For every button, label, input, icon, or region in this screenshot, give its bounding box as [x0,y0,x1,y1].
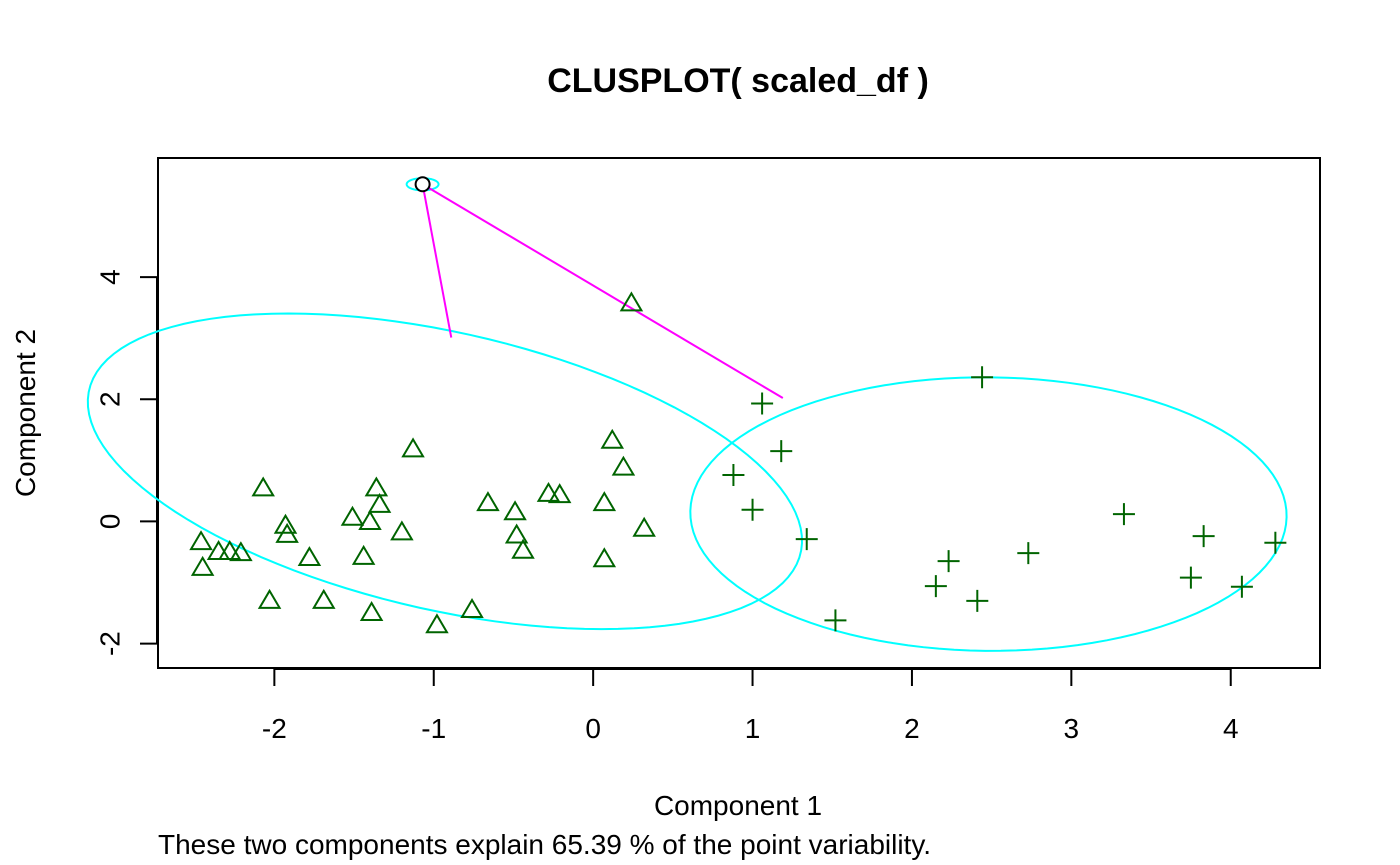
x-tick-label: -2 [262,713,287,744]
cluster-distance-lines [421,183,784,399]
plus-point [751,392,774,415]
x-tick-label: 3 [1064,713,1080,744]
triangle-point [592,491,617,512]
triangle-point [592,547,617,568]
cluster-ellipse [86,312,803,631]
circle-point [414,176,431,193]
y-tick-label: 2 [95,391,126,407]
plus-point [1112,503,1135,526]
distance-line [422,183,784,399]
triangle-point [359,601,384,622]
x-tick-label: 1 [745,713,761,744]
plus-point [1179,566,1202,589]
cluster-ellipses [86,177,1288,652]
y-axis-label: Component 2 [10,329,41,497]
plus-point [1264,531,1287,554]
triangle-point [297,546,322,567]
plus-point [1017,542,1040,565]
y-tick-label: -2 [95,631,126,656]
data-points [189,176,1287,634]
plot-frame [157,157,1321,669]
triangle-point [536,481,561,502]
triangle-point [312,588,336,609]
plus-point [966,589,989,612]
triangle-point [189,530,213,551]
triangle-point [367,492,392,513]
plus-point [971,366,994,389]
triangle-point [275,522,299,543]
triangle-point [340,505,365,526]
triangle-point [273,513,298,534]
variability-subtitle: These two components explain 65.39 % of … [158,829,931,860]
triangle-point [390,520,414,541]
triangle-point [257,588,282,609]
x-tick-label: 4 [1223,713,1239,744]
triangle-point [401,437,425,458]
triangle-point [217,539,242,560]
x-tick-label: 2 [904,713,920,744]
triangle-point [619,291,644,312]
plus-point [741,498,764,521]
plus-point [795,528,818,551]
triangle-point [425,613,449,634]
plus-point [937,550,960,573]
plus-point [924,575,947,598]
triangle-point [190,555,215,576]
triangle-point [364,476,389,497]
plus-point [824,609,847,632]
y-tick-label: 4 [95,269,126,285]
triangle-point [504,523,529,544]
triangle-point [251,476,275,497]
plus-point [1230,575,1253,598]
plus-point [1192,525,1215,548]
x-axis: -2 -1 0 1 2 3 4 [262,668,1239,744]
triangle-point [503,500,527,521]
x-axis-label: Component 1 [654,790,822,821]
x-tick-label: -1 [421,713,446,744]
triangle-point [476,491,500,512]
cluster-ellipse [689,376,1288,652]
triangle-point [229,541,253,562]
y-axis: -2 0 2 4 [95,269,158,656]
triangle-point [351,544,376,565]
triangle-point [358,510,382,531]
triangle-point [511,538,535,559]
triangle-point [460,598,484,618]
plus-point [770,440,793,463]
x-tick-label: 0 [585,713,601,744]
triangle-point [632,516,656,537]
distance-line [421,184,453,338]
y-tick-label: 0 [95,514,126,530]
triangle-point [611,455,636,476]
triangle-point [600,428,625,449]
chart-title: CLUSPLOT( scaled_df ) [547,62,929,100]
plus-point [722,463,745,486]
triangle-point [547,483,572,504]
